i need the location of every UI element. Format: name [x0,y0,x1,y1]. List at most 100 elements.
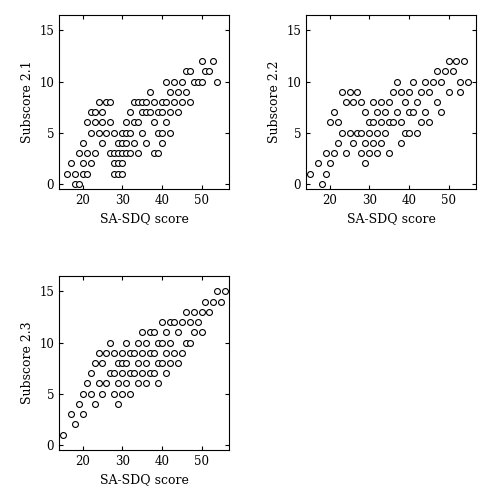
Point [99,118,107,126]
Point [346,88,354,96]
Point [334,118,342,126]
Point [385,118,393,126]
Point [82,380,90,388]
Point [138,128,146,136]
Point [357,149,365,157]
Point [154,359,162,367]
Point [365,118,373,126]
Point [405,108,413,116]
Point [178,78,186,86]
Point [326,160,333,168]
Point [425,88,433,96]
Point [142,338,150,346]
Point [413,128,421,136]
Point [330,108,338,116]
Point [346,128,354,136]
Point [146,369,154,377]
Point [118,128,126,136]
Point [166,338,174,346]
Point [369,139,377,147]
Point [79,390,86,398]
Point [154,149,162,157]
Point [150,149,158,157]
Point [186,318,193,326]
Point [186,98,193,106]
Point [95,128,103,136]
Point [142,359,150,367]
Point [91,149,99,157]
Point [138,328,146,336]
Point [182,88,190,96]
Point [75,149,82,157]
Point [130,118,138,126]
Point [190,308,197,316]
Point [182,68,190,76]
Point [126,369,134,377]
Point [118,170,126,177]
Point [142,139,150,147]
Point [433,68,440,76]
Point [67,160,75,168]
Point [75,180,82,188]
Point [126,108,134,116]
Point [107,118,114,126]
Point [158,139,166,147]
Point [342,98,350,106]
Point [107,149,114,157]
Point [397,139,405,147]
Point [389,88,397,96]
Point [449,68,457,76]
Point [202,68,210,76]
Point [138,98,146,106]
Point [381,108,389,116]
Point [314,160,322,168]
Point [142,380,150,388]
Point [150,98,158,106]
Point [63,170,71,177]
Point [440,68,448,76]
Point [134,338,142,346]
Point [79,410,86,418]
Point [150,369,158,377]
Point [166,318,174,326]
Point [433,98,440,106]
Point [158,98,166,106]
Point [138,349,146,357]
Point [197,328,205,336]
Point [87,108,95,116]
Point [318,180,326,188]
Point [436,108,444,116]
Point [118,359,126,367]
Point [122,380,130,388]
Point [99,390,107,398]
Point [162,78,170,86]
Point [193,78,201,86]
Point [210,298,218,306]
Point [218,298,225,306]
Point [166,359,174,367]
Point [174,359,182,367]
Point [154,128,162,136]
Point [377,139,385,147]
Point [202,298,210,306]
Point [174,88,182,96]
Point [75,400,82,408]
Point [338,88,346,96]
Point [461,57,468,65]
Point [322,149,329,157]
Point [393,108,401,116]
Point [59,430,67,438]
Point [322,170,329,177]
Point [377,98,385,106]
Point [146,328,154,336]
Point [107,338,114,346]
Point [138,108,146,116]
Point [405,88,413,96]
Point [197,78,205,86]
Point [158,108,166,116]
Point [67,410,75,418]
Point [122,359,130,367]
Point [130,98,138,106]
Point [126,349,134,357]
Point [110,369,118,377]
